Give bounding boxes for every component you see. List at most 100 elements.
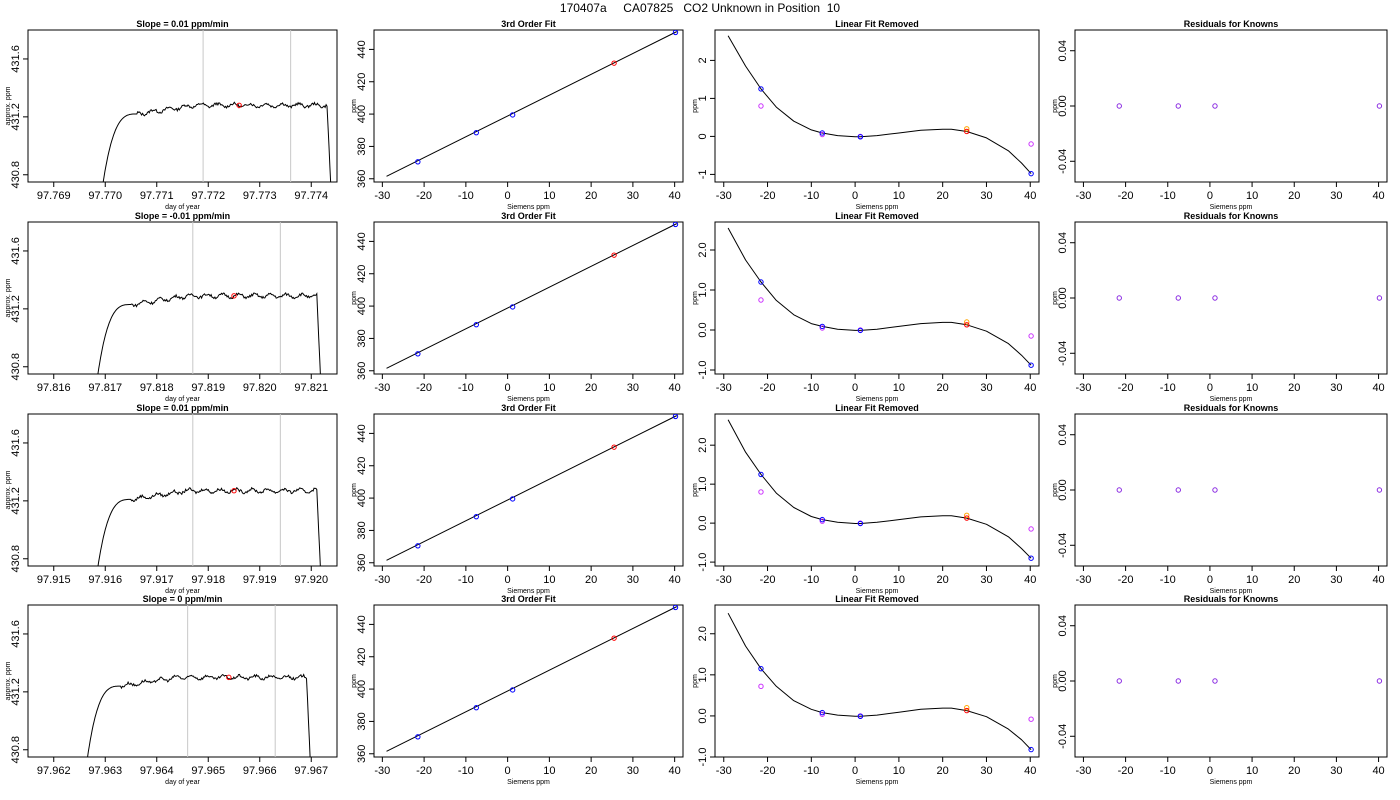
y-tick-label: 0.00 (1057, 670, 1069, 691)
known-residual-point (1116, 678, 1122, 684)
x-tick-label: -20 (416, 765, 432, 777)
y-tick-label: 360 (356, 170, 368, 188)
unknown-sample-point (611, 444, 617, 450)
x-tick-label: -20 (760, 574, 776, 586)
known-standard-point (1028, 746, 1034, 753)
analyzer-trace (87, 673, 311, 757)
linear-residual-point (1028, 716, 1034, 722)
x-axis-label: Siemens ppm (507, 779, 550, 786)
x-tick-label: 97.918 (191, 574, 225, 586)
x-tick-label: -30 (1075, 382, 1091, 394)
x-tick-label: 97.915 (37, 574, 71, 586)
known-residual-point (1175, 487, 1181, 493)
y-tick-label: 431.6 (10, 429, 22, 457)
y-axis-label: ppm (1052, 99, 1059, 113)
plot-frame (714, 604, 1040, 758)
x-tick-label: 97.820 (243, 382, 277, 394)
x-tick-label: 97.772 (191, 190, 225, 202)
x-tick-label: 40 (1372, 382, 1384, 394)
y-tick-label: 431.6 (10, 620, 22, 648)
panel-title: Residuals for Knowns (1184, 211, 1279, 221)
plot-area (727, 612, 1034, 753)
known-residual-point (1376, 295, 1383, 301)
x-tick-label: 30 (1330, 382, 1342, 394)
x-tick-label: -30 (374, 574, 390, 586)
x-tick-label: 20 (585, 382, 597, 394)
x-tick-label: 40 (1024, 574, 1036, 586)
x-tick-label: 10 (893, 765, 905, 777)
panel-linear-fit-removed-row-1: Linear Fit Removed -30 -20 -10 0 10 20 30 40 -1.0… (692, 211, 1040, 403)
x-tick-label: 10 (893, 574, 905, 586)
x-tick-label: 30 (1330, 190, 1342, 202)
known-residual-point (1116, 487, 1122, 493)
cubic-curve (727, 227, 1032, 366)
x-tick-label: 30 (980, 765, 992, 777)
plot-frame (373, 29, 684, 183)
x-tick-label: -20 (1118, 574, 1134, 586)
x-tick-label: 30 (627, 190, 639, 202)
known-standard-point (672, 414, 679, 420)
panel-title: 3rd Order Fit (501, 19, 556, 29)
x-axis-label: day of year (165, 396, 200, 403)
y-tick-label: 1.0 (697, 282, 709, 297)
y-tick-label: 400 (356, 105, 368, 123)
y-tick-label: -0.04 (1057, 149, 1069, 174)
x-tick-label: 10 (1246, 382, 1258, 394)
unknown-sample-point (964, 515, 970, 521)
x-axis-label: day of year (165, 204, 200, 211)
x-tick-label: 97.967 (294, 765, 328, 777)
x-axis-label: Siemens ppm (1210, 588, 1253, 595)
y-axis-label: approx. ppm (5, 470, 12, 509)
known-standard-point (473, 513, 480, 520)
x-tick-label: -20 (1118, 190, 1134, 202)
x-tick-label: 97.963 (88, 765, 122, 777)
y-tick-label: 430.8 (10, 161, 22, 189)
x-tick-label: 97.965 (191, 765, 225, 777)
panel-residuals-knowns-row-1: Residuals for Knowns -30 -20 -10 0 10 20 30 40 -0… (1052, 211, 1388, 403)
known-standard-point (672, 222, 679, 228)
plot-frame (714, 413, 1040, 567)
x-axis-label: Siemens ppm (507, 204, 550, 211)
x-tick-label: 20 (1288, 382, 1300, 394)
y-tick-label: 360 (356, 362, 368, 380)
y-axis-label: ppm (351, 99, 358, 113)
known-standard-point (509, 112, 516, 118)
y-axis-label: ppm (692, 483, 699, 497)
x-tick-label: 97.818 (140, 382, 174, 394)
y-tick-label: 430.8 (10, 353, 22, 381)
y-tick-label: 0.00 (1057, 95, 1069, 116)
y-tick-label: 400 (356, 489, 368, 507)
x-tick-label: 30 (980, 574, 992, 586)
x-tick-label: 97.821 (294, 382, 328, 394)
x-tick-label: 0 (1207, 382, 1213, 394)
known-standard-point (473, 704, 480, 711)
x-tick-label: -30 (374, 190, 390, 202)
known-standard-point (1028, 362, 1034, 368)
known-standard-point (415, 159, 421, 165)
x-tick-label: -10 (1160, 765, 1176, 777)
linear-residual-point (819, 711, 825, 717)
x-axis-label: Siemens ppm (856, 779, 899, 786)
y-axis-label: ppm (351, 674, 358, 688)
x-axis-label: day of year (165, 588, 200, 595)
x-axis-label: Siemens ppm (1210, 779, 1253, 786)
x-tick-label: 20 (1288, 190, 1300, 202)
plot-frame (27, 221, 338, 375)
fit-line (386, 415, 677, 561)
y-tick-label: 430.8 (10, 545, 22, 573)
unknown-residual-point (964, 705, 970, 711)
x-tick-label: 40 (669, 382, 681, 394)
x-tick-label: 97.920 (294, 574, 328, 586)
x-tick-label: 0 (852, 190, 858, 202)
x-tick-label: 10 (543, 190, 555, 202)
known-standard-point (672, 605, 679, 611)
plot-area (386, 414, 679, 561)
y-tick-label: 0.04 (1057, 232, 1069, 253)
known-residual-point (1116, 295, 1122, 301)
known-standard-point (819, 516, 825, 523)
plot-area (386, 30, 679, 177)
x-tick-label: 30 (1330, 574, 1342, 586)
x-tick-label: 30 (980, 190, 992, 202)
x-tick-label: -10 (458, 382, 474, 394)
